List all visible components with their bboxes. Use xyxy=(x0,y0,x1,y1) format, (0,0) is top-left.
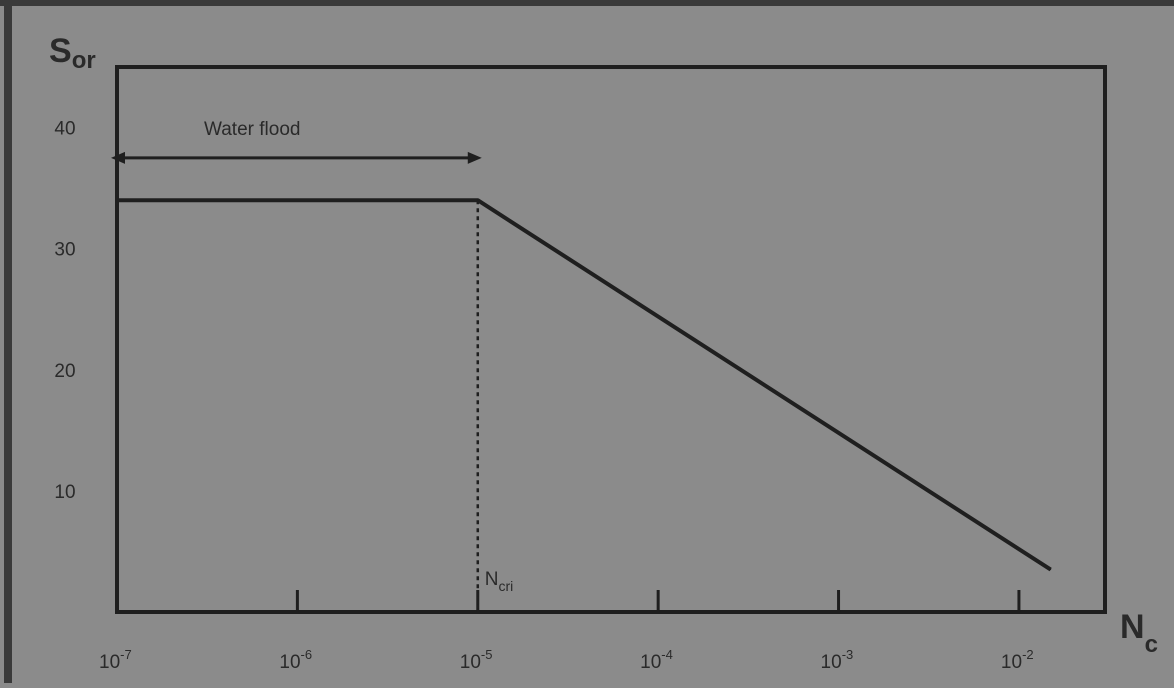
y-tick-group: 10 20 30 40 xyxy=(54,119,75,503)
x-tick-label: 10-2 xyxy=(1001,647,1034,673)
x-tick-group: 10-7 10-6 10-5 10-4 10-3 10-2 xyxy=(99,590,1034,673)
y-axis-title: Sor xyxy=(49,32,96,74)
plot-frame xyxy=(115,65,1107,614)
series-point xyxy=(116,199,118,201)
series-point xyxy=(477,199,479,201)
critical-line-label: Ncri xyxy=(485,569,514,594)
x-axis-title: Nc xyxy=(1120,608,1158,658)
y-tick-label: 40 xyxy=(54,119,75,140)
x-tick-label: 10-4 xyxy=(640,647,673,673)
x-axis-title-sub: c xyxy=(1145,631,1158,658)
waterflood-arrowhead-right xyxy=(467,151,482,164)
y-tick-label: 10 xyxy=(54,482,75,503)
critical-line-group: Ncri xyxy=(476,200,514,612)
y-axis-title-sub: or xyxy=(72,47,96,74)
x-tick-label: 10-6 xyxy=(279,647,312,673)
waterflood-arrowhead-left xyxy=(111,151,125,164)
waterflood-label: Water flood xyxy=(204,119,300,140)
x-tick-label: 10-7 xyxy=(99,647,132,673)
x-tick-label: 10-5 xyxy=(460,647,493,673)
series-group xyxy=(116,198,1052,572)
series-point xyxy=(1050,569,1052,571)
x-tick-label: 10-3 xyxy=(821,647,854,673)
y-tick-label: 20 xyxy=(54,361,75,382)
waterflood-arrow-group: Water flood xyxy=(111,119,482,164)
y-tick-label: 30 xyxy=(54,240,75,261)
